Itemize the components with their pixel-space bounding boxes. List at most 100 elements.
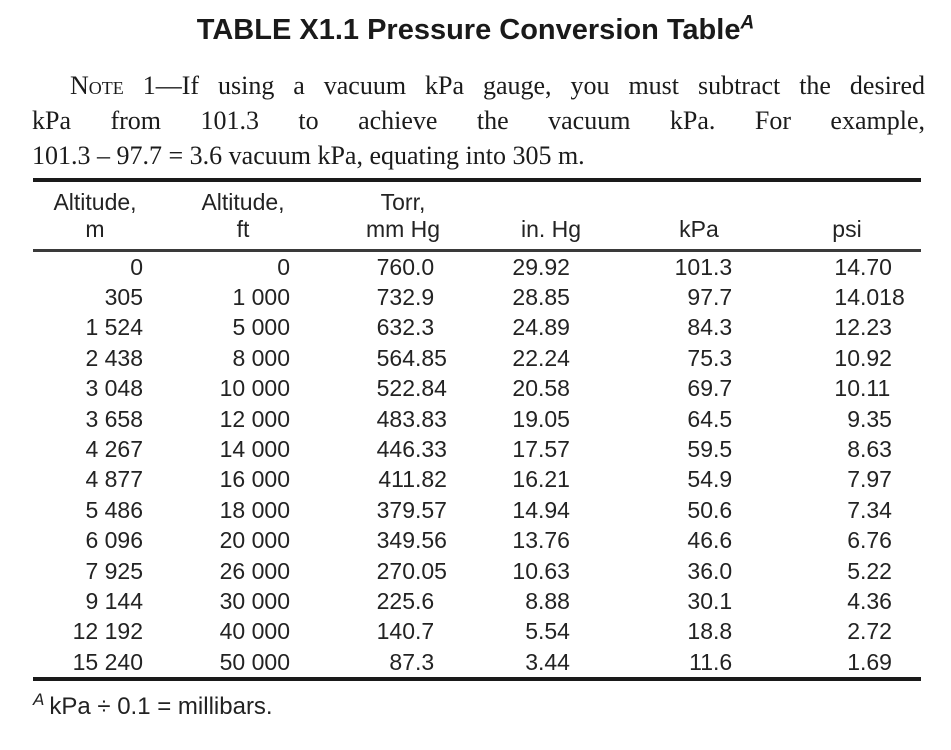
table-cell: 12.23 [834,314,892,341]
table-row: 5 486 18 000 379.57 14.94 50.6 7.34 [33,495,921,525]
table-cell: 483.83 [376,405,447,432]
table-cell: 14 000 [219,436,290,463]
table-cell: 1.69 [847,648,892,675]
table-cell: 10 000 [219,375,290,402]
table-title-text: TABLE X1.1 Pressure Conversion Table [196,14,741,46]
pressure-conversion-table: Altitude, m Altitude, ft Torr, mm Hg in.… [33,178,921,682]
table-cell: 5 000 [232,314,290,341]
table-cell: 11.6 [689,648,733,675]
table-row: 7 925 26 000 270.05 10.63 36.0 5.22 [33,556,921,586]
table-cell: 50.6 [687,496,733,523]
table-cell: 3 048 [85,375,143,402]
table-cell: 0 [130,253,143,280]
table-cell: 12 192 [72,618,143,645]
table-cell: 632.3 [376,314,435,341]
table-cell: 6.76 [847,527,892,554]
table-cell: 16.21 [512,466,570,493]
table-cell: 225.6 [376,587,435,614]
table-cell: 15 240 [72,648,143,675]
column-header-altitude-ft: Altitude, ft [201,189,285,242]
table-cell: 50 000 [219,648,290,675]
table-row: 15 240 50 000 87.3 3.44 11.6 1.69 [33,647,921,677]
table-cell: 5.54 [525,618,570,645]
table-cell: 16 000 [219,466,290,493]
table-cell: 8.63 [847,436,892,463]
column-header-torr-mmhg: Torr, mm Hg [365,189,441,242]
table-cell: 30.1 [687,587,733,614]
table-cell: 29.92 [512,253,570,280]
table-cell: 28.85 [512,284,570,311]
table-cell: 4 877 [85,466,143,493]
table-cell: 84.3 [687,314,733,341]
table-cell: 69.7 [687,375,733,402]
table-cell: 4.36 [847,587,892,614]
table-cell: 7 925 [85,557,143,584]
table-cell: 17.57 [512,436,570,463]
table-cell: 9 144 [85,587,143,614]
table-cell: 101.3 [674,253,733,280]
table-cell: 13.76 [512,527,570,554]
table-cell: 36.0 [687,557,733,584]
table-cell: 9.35 [847,405,892,432]
table-cell: 7.97 [847,466,892,493]
table-cell: 3.44 [525,648,570,675]
table-cell: 6 096 [85,527,143,554]
note-paragraph: Note 1—If using a vacuum kPa gauge, you … [32,68,925,173]
table-row: 3 048 10 000 522.84 20.58 69.7 10.11 [33,374,921,404]
table-title: TABLE X1.1 Pressure Conversion TableA [0,0,951,45]
table-cell: 2 438 [85,344,143,371]
table-cell: 379.57 [376,496,447,523]
table-row: 12 192 40 000 140.7 5.54 18.8 2.72 [33,617,921,647]
table-cell: 14.94 [512,496,570,523]
table-cell: 8 000 [232,344,290,371]
table-row: 305 1 000 732.9 28.85 97.7 14.018 [33,282,921,312]
note-line-3: 101.3 – 97.7 = 3.6 vacuum kPa, equating … [32,141,585,170]
table-cell: 46.6 [687,527,733,554]
table-cell: 732.9 [376,284,435,311]
table-row: 1 524 5 000 632.3 24.89 84.3 12.23 [33,313,921,343]
table-body: 0 0 760.0 29.92 101.3 14.70 305 1 000 732.9 28.85… [33,252,921,682]
table-row: 6 096 20 000 349.56 13.76 46.6 6.76 [33,526,921,556]
table-cell: 8.88 [525,587,570,614]
table-cell: 97.7 [687,284,733,311]
column-header-altitude-m: Altitude, m [53,189,137,242]
table-cell: 760.0 [376,253,435,280]
table-cell: 140.7 [376,618,435,645]
table-cell: 270.05 [376,557,447,584]
table-cell: 14.70 [834,253,892,280]
table-cell: 4 267 [85,436,143,463]
table-cell: 18 000 [219,496,290,523]
table-cell: 20.58 [512,375,570,402]
table-cell: 22.24 [512,344,570,371]
table-cell: 10.92 [834,344,892,371]
table-cell: 75.3 [687,344,733,371]
table-cell: 40 000 [219,618,290,645]
table-cell: 12 000 [219,405,290,432]
table-cell: 446.33 [376,436,447,463]
table-row: 4 267 14 000 446.33 17.57 59.5 8.63 [33,434,921,464]
column-header-kpa: kPa [679,216,719,242]
table-cell: 26 000 [219,557,290,584]
table-cell: 19.05 [512,405,570,432]
table-cell: 10.63 [512,557,570,584]
table-row: 0 0 760.0 29.92 101.3 14.70 [33,252,921,282]
table-cell: 20 000 [219,527,290,554]
table-cell: 1 524 [85,314,143,341]
table-cell: 24.89 [512,314,570,341]
note-line-2: kPa from 101.3 to achieve the vacuum kPa… [32,106,925,135]
table-cell: 349.56 [376,527,447,554]
table-cell: 2.72 [847,618,892,645]
footnote-text: kPa ÷ 0.1 = millibars. [49,693,273,721]
table-cell: 64.5 [687,405,733,432]
column-header-psi: psi [832,216,862,242]
table-cell: 59.5 [687,436,733,463]
table-cell: 522.84 [376,375,447,402]
table-cell: 305 [104,284,143,311]
table-cell: 564.85 [376,344,447,371]
table-cell: 0 [277,253,290,280]
table-header-row: Altitude, m Altitude, ft Torr, mm Hg in.… [33,178,921,252]
table-cell: 10.11 [834,375,891,402]
note-line-1: Note 1—If using a vacuum kPa gauge, you … [32,68,925,103]
